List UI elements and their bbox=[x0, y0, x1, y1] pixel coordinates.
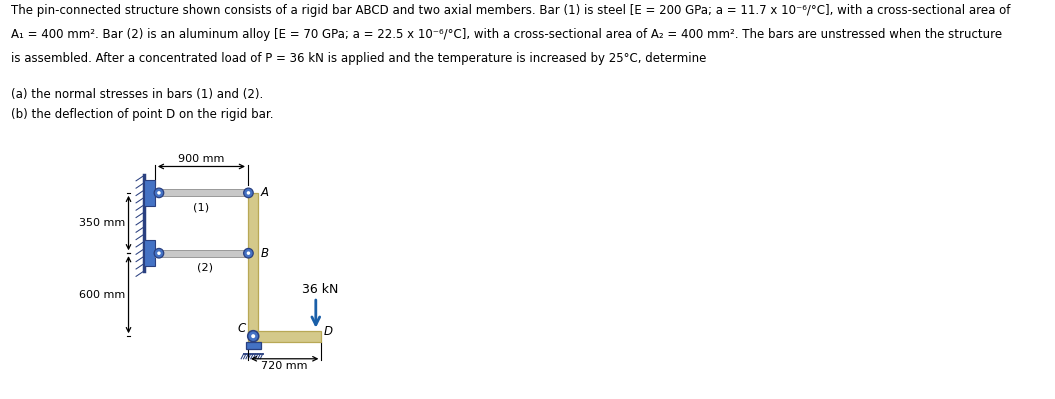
Text: 720 mm: 720 mm bbox=[262, 361, 308, 371]
Circle shape bbox=[251, 334, 255, 338]
Text: (2): (2) bbox=[197, 263, 213, 273]
Text: C: C bbox=[237, 322, 246, 335]
Text: 900 mm: 900 mm bbox=[178, 154, 225, 164]
Text: B: B bbox=[261, 247, 269, 260]
Bar bbox=[145, 180, 155, 206]
Bar bbox=[248, 193, 258, 336]
Bar bbox=[248, 331, 322, 342]
Text: The pin-connected structure shown consists of a rigid bar ABCD and two axial mem: The pin-connected structure shown consis… bbox=[11, 4, 1010, 17]
Text: 350 mm: 350 mm bbox=[79, 218, 126, 228]
Circle shape bbox=[157, 191, 160, 195]
Bar bbox=[155, 190, 248, 196]
Circle shape bbox=[154, 249, 164, 258]
Bar bbox=[155, 250, 248, 257]
Circle shape bbox=[154, 188, 164, 198]
Bar bbox=[145, 240, 155, 266]
Circle shape bbox=[248, 331, 258, 342]
Text: (a) the normal stresses in bars (1) and (2).: (a) the normal stresses in bars (1) and … bbox=[11, 88, 263, 101]
Circle shape bbox=[157, 251, 160, 255]
Bar bbox=[246, 342, 261, 349]
Circle shape bbox=[247, 191, 250, 195]
Circle shape bbox=[247, 251, 250, 255]
Circle shape bbox=[244, 249, 253, 258]
Text: (b) the deflection of point D on the rigid bar.: (b) the deflection of point D on the rig… bbox=[11, 108, 273, 121]
Text: 36 kN: 36 kN bbox=[302, 283, 339, 296]
Circle shape bbox=[244, 188, 253, 198]
Text: A: A bbox=[261, 186, 269, 200]
Text: is assembled. After a concentrated load of P = 36 kN is applied and the temperat: is assembled. After a concentrated load … bbox=[11, 52, 706, 65]
Text: A₁ = 400 mm². Bar (2) is an aluminum alloy [E = 70 GPa; a = 22.5 x 10⁻⁶/°C], wit: A₁ = 400 mm². Bar (2) is an aluminum all… bbox=[11, 28, 1001, 41]
Text: 600 mm: 600 mm bbox=[79, 290, 126, 300]
Text: (1): (1) bbox=[193, 202, 210, 212]
Text: D: D bbox=[324, 325, 332, 338]
